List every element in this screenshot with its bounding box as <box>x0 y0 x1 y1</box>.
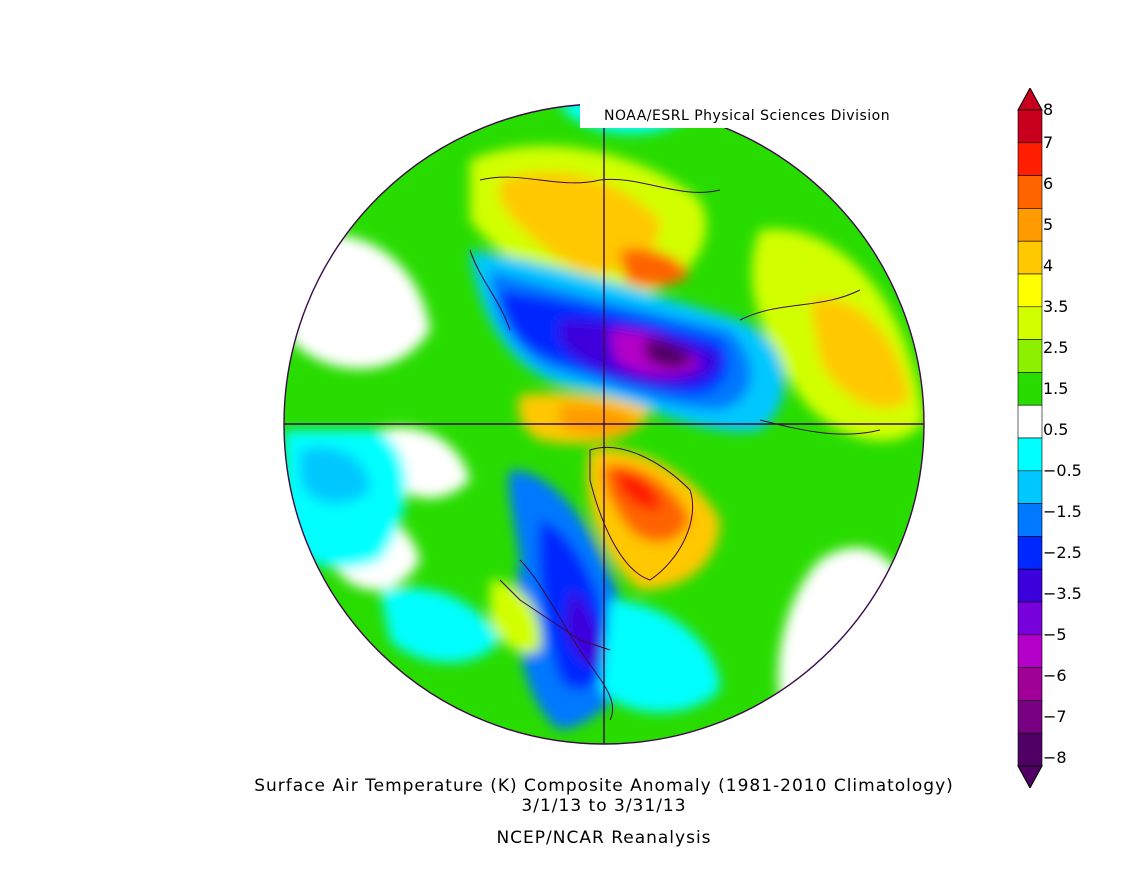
colorbar-tick-label: 4 <box>1043 256 1054 275</box>
colorbar-tick-label: 5 <box>1043 215 1054 234</box>
colorbar-tick-label: 8 <box>1043 100 1054 119</box>
colorbar-tick-label: 1.5 <box>1043 379 1069 398</box>
colorbar-swatch <box>1017 175 1043 209</box>
colorbar-swatch <box>1017 700 1043 734</box>
colorbar-tick-label: 7 <box>1043 133 1054 152</box>
colorbar-tick-label: 3.5 <box>1043 297 1069 316</box>
colorbar-top-arrow <box>1017 88 1043 111</box>
colorbar-tick-label: −2.5 <box>1043 543 1082 562</box>
colorbar-swatch <box>1017 667 1043 701</box>
colorbar-swatch <box>1017 601 1043 636</box>
colorbar-swatch <box>1017 634 1043 668</box>
colorbar-bottom-arrow <box>1017 765 1043 788</box>
colorbar-swatch <box>1017 372 1043 406</box>
coastlines <box>469 176 881 721</box>
credit-text: NOAA/ESRL Physical Sciences Division <box>604 108 891 124</box>
colorbar-swatch <box>1017 568 1043 603</box>
colorbar-tick-label: −0.5 <box>1043 461 1082 480</box>
colorbar-tick-label: −8 <box>1043 748 1067 767</box>
colorbar-swatch <box>1017 306 1043 340</box>
colorbar-tick-label: −7 <box>1043 707 1067 726</box>
colorbar <box>1017 88 1043 788</box>
colorbar-swatch <box>1017 142 1043 176</box>
colorbar-swatch <box>1017 470 1043 504</box>
colorbar-tick-label: 2.5 <box>1043 338 1069 357</box>
colorbar-tick-label: −3.5 <box>1043 584 1082 603</box>
colorbar-tick-label: −5 <box>1043 625 1067 644</box>
colorbar-tick-label: −1.5 <box>1043 502 1082 521</box>
colorbar-swatch <box>1017 503 1043 537</box>
date-range: 3/1/13 to 3/31/13 <box>521 796 687 816</box>
colorbar-swatch <box>1017 339 1043 373</box>
colorbar-tick-label: −6 <box>1043 666 1067 685</box>
colorbar-tick-label: 6 <box>1043 174 1054 193</box>
credit-box <box>580 102 920 128</box>
data-source: NCEP/NCAR Reanalysis <box>496 828 712 848</box>
colorbar-swatch <box>1017 437 1043 472</box>
colorbar-swatch <box>1017 732 1043 767</box>
map-title: Surface Air Temperature (K) Composite An… <box>254 776 954 796</box>
colorbar-swatch <box>1017 404 1043 439</box>
colorbar-swatch <box>1017 240 1043 275</box>
colorbar-tick-label: 0.5 <box>1043 420 1069 439</box>
colorbar-swatch <box>1017 208 1043 242</box>
colorbar-swatch <box>1017 109 1043 144</box>
colorbar-swatch <box>1017 273 1043 308</box>
colorbar-swatch <box>1017 536 1043 570</box>
